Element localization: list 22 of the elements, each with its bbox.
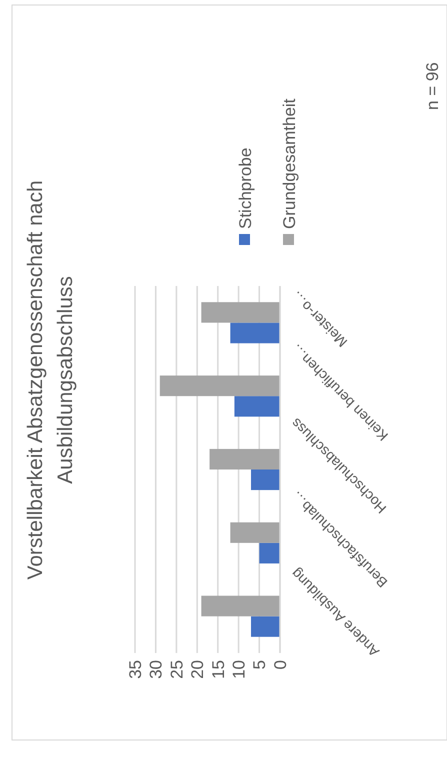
bar xyxy=(210,448,280,470)
text: Stichprobe xyxy=(236,148,255,229)
bar xyxy=(234,396,280,417)
text: Vorstellbarkeit Absatzgenossenschaft nach Ausbildungsabschluss xyxy=(24,180,77,580)
x-tick-label: 0 xyxy=(270,660,290,670)
x-tick-label: 25 xyxy=(167,660,186,679)
bar xyxy=(251,616,280,637)
x-tick-label: 5 xyxy=(250,660,270,670)
x-tick-label: 10 xyxy=(230,660,249,679)
bar xyxy=(201,596,280,616)
bar xyxy=(160,376,280,396)
bar xyxy=(201,302,280,323)
x-tick-label: 35 xyxy=(126,660,145,679)
bar xyxy=(259,542,280,564)
x-tick-label: 30 xyxy=(146,660,166,679)
bar xyxy=(230,322,280,344)
text: n = 96 xyxy=(423,62,442,110)
x-tick-label: 15 xyxy=(208,660,228,679)
text: Grundgesamtheit xyxy=(280,98,299,229)
bar xyxy=(230,522,280,543)
x-tick-label: 20 xyxy=(188,660,208,679)
bar xyxy=(251,470,280,490)
